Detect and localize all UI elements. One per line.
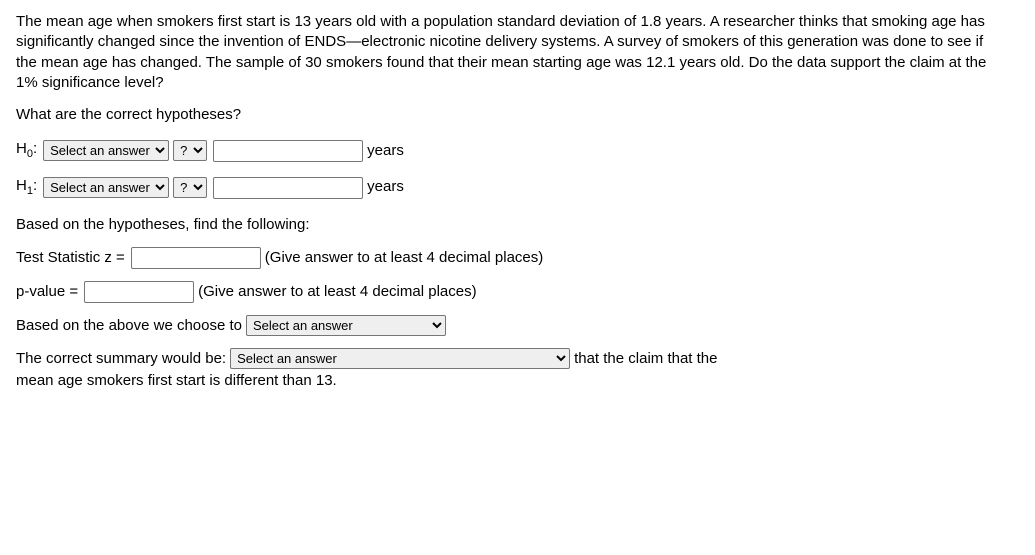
test-statistic-label: Test Statistic z = bbox=[16, 248, 125, 268]
summary-prefix: The correct summary would be: bbox=[16, 349, 226, 369]
h0-param-select[interactable]: Select an answer bbox=[43, 140, 169, 161]
h1-unit: years bbox=[367, 177, 404, 197]
pvalue-hint: (Give answer to at least 4 decimal place… bbox=[198, 282, 476, 302]
h0-operator-select[interactable]: ? bbox=[173, 140, 207, 161]
decision-select[interactable]: Select an answer bbox=[246, 315, 446, 336]
test-statistic-hint: (Give answer to at least 4 decimal place… bbox=[265, 248, 543, 268]
test-statistic-input[interactable] bbox=[131, 247, 261, 269]
based-on-hypotheses-text: Based on the hypotheses, find the follow… bbox=[16, 215, 1019, 235]
hypotheses-question: What are the correct hypotheses? bbox=[16, 105, 1019, 125]
pvalue-input[interactable] bbox=[84, 281, 194, 303]
pvalue-row: p-value = (Give answer to at least 4 dec… bbox=[16, 281, 1019, 303]
h0-label: H0: bbox=[16, 139, 37, 162]
problem-statement: The mean age when smokers first start is… bbox=[16, 12, 996, 93]
h1-value-input[interactable] bbox=[213, 177, 363, 199]
summary-suffix-1: that the claim that the bbox=[574, 349, 717, 369]
h0-row: H0: Select an answer ? years bbox=[16, 139, 1019, 162]
h1-operator-select[interactable]: ? bbox=[173, 177, 207, 198]
h0-value-input[interactable] bbox=[213, 140, 363, 162]
test-statistic-row: Test Statistic z = (Give answer to at le… bbox=[16, 247, 1019, 269]
summary-suffix-2: mean age smokers first start is differen… bbox=[16, 371, 1019, 391]
summary-row: The correct summary would be: Select an … bbox=[16, 348, 1019, 369]
decision-row: Based on the above we choose to Select a… bbox=[16, 315, 1019, 336]
pvalue-label: p-value = bbox=[16, 282, 78, 302]
h1-param-select[interactable]: Select an answer bbox=[43, 177, 169, 198]
summary-select[interactable]: Select an answer bbox=[230, 348, 570, 369]
h1-row: H1: Select an answer ? years bbox=[16, 176, 1019, 199]
h1-label: H1: bbox=[16, 176, 37, 199]
decision-prefix: Based on the above we choose to bbox=[16, 316, 242, 336]
h0-unit: years bbox=[367, 141, 404, 161]
